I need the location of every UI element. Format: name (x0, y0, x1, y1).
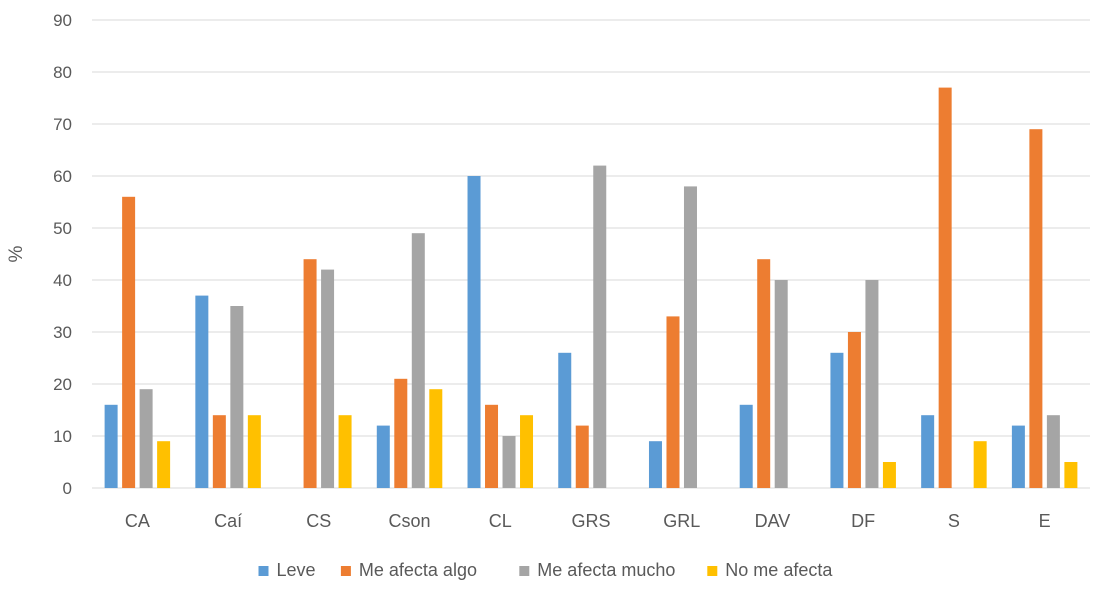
bar-cs-no-me-afecta (338, 415, 352, 488)
y-tick-label: 10 (53, 427, 72, 446)
bar-ca-me-afecta-mucho (139, 389, 153, 488)
bar-ca-no-me-afecta (157, 441, 171, 488)
y-tick-label: 80 (53, 63, 72, 82)
bar-df-leve (830, 352, 844, 488)
bar-cl-me-afecta-mucho (502, 436, 516, 488)
bar-cl-leve (467, 176, 481, 488)
bar-dav-leve (739, 404, 753, 488)
bar-e-me-afecta-algo (1029, 129, 1043, 488)
y-axis-title: % (6, 245, 27, 262)
legend-swatch (707, 566, 718, 576)
x-category-label: CS (306, 511, 331, 531)
x-category-label: E (1039, 511, 1051, 531)
legend-swatch (340, 566, 351, 576)
y-tick-label: 50 (53, 219, 72, 238)
x-category-label: DF (851, 511, 875, 531)
bar-df-me-afecta-algo (847, 332, 861, 488)
bar-cl-no-me-afecta (520, 415, 534, 488)
bar-grl-leve (648, 441, 662, 488)
bar-dav-me-afecta-mucho (774, 280, 788, 488)
legend-item-leve: Leve (258, 560, 316, 580)
bar-cson-no-me-afecta (429, 389, 443, 488)
bar-e-me-afecta-mucho (1046, 415, 1060, 488)
bar-caí-me-afecta-algo (212, 415, 226, 488)
bar-cson-me-afecta-algo (394, 378, 408, 488)
y-tick-label: 40 (53, 271, 72, 290)
legend-item-me-afecta-mucho: Me afecta mucho (519, 560, 675, 580)
x-category-label: CL (489, 511, 512, 531)
bar-dav-me-afecta-algo (757, 259, 771, 488)
y-tick-label: 30 (53, 323, 72, 342)
bar-cson-me-afecta-mucho (411, 233, 425, 488)
y-tick-label: 60 (53, 167, 72, 186)
legend-label: Me afecta algo (359, 560, 477, 580)
bar-grl-me-afecta-algo (666, 316, 680, 488)
legend-item-me-afecta-algo: Me afecta algo (340, 560, 477, 580)
bar-caí-no-me-afecta (247, 415, 261, 488)
x-category-label: Cson (389, 511, 431, 531)
y-tick-label: 20 (53, 375, 72, 394)
bar-e-leve (1011, 425, 1025, 488)
bar-caí-leve (195, 295, 209, 488)
x-category-label: CA (125, 511, 150, 531)
y-axis-ticks: 0 10 20 30 40 50 60 70 80 90 (53, 11, 72, 498)
bar-grs-leve (558, 352, 572, 488)
x-category-label: DAV (755, 511, 791, 531)
bar-cson-leve (376, 425, 390, 488)
legend-item-no-me-afecta: No me afecta (707, 560, 833, 580)
y-tick-label: 90 (53, 11, 72, 30)
bar-cs-me-afecta-mucho (321, 269, 335, 488)
x-axis-categories: CA Caí CS Cson CL GRS GRL DAV DF S E (125, 511, 1051, 531)
bar-caí-me-afecta-mucho (230, 306, 244, 488)
legend-label: Leve (277, 560, 316, 580)
bar-e-no-me-afecta (1064, 462, 1078, 488)
x-category-label: GRS (571, 511, 610, 531)
legend-swatch (258, 566, 269, 576)
x-category-label: GRL (663, 511, 700, 531)
bar-grs-me-afecta-algo (575, 425, 589, 488)
bar-df-no-me-afecta (882, 462, 896, 488)
bar-ca-leve (104, 404, 118, 488)
y-tick-label: 0 (63, 479, 72, 498)
x-category-label: Caí (214, 511, 242, 531)
bar-cl-me-afecta-algo (485, 404, 499, 488)
bar-df-me-afecta-mucho (865, 280, 879, 488)
bar-grs-me-afecta-mucho (593, 165, 607, 488)
bar-ca-me-afecta-algo (122, 196, 136, 489)
legend: Leve Me afecta algo Me afecta mucho No me a… (258, 560, 833, 580)
bar-grl-me-afecta-mucho (683, 186, 697, 488)
legend-swatch (519, 566, 530, 576)
y-tick-label: 70 (53, 115, 72, 134)
bar-s-no-me-afecta (973, 441, 987, 488)
legend-label: Me afecta mucho (537, 560, 675, 580)
bar-s-leve (921, 415, 935, 488)
x-category-label: S (948, 511, 960, 531)
bars (104, 87, 1078, 489)
legend-label: No me afecta (725, 560, 833, 580)
bar-cs-me-afecta-algo (303, 259, 317, 488)
bar-s-me-afecta-algo (938, 87, 952, 488)
